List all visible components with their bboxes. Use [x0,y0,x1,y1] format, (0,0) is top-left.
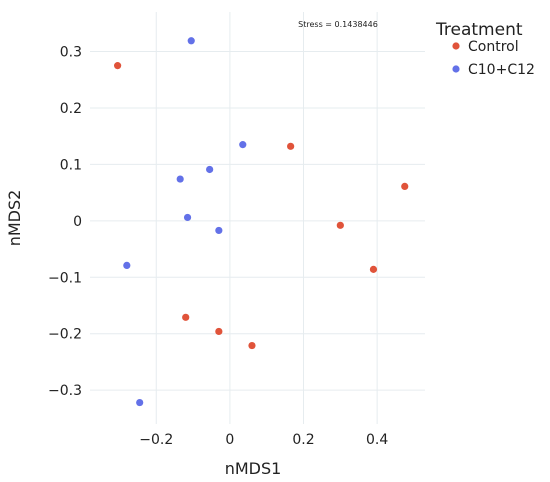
legend: Treatment Control C10+C12 [435,20,535,78]
data-point-control [336,221,344,229]
legend-title: Treatment [435,20,523,40]
legend-marker [452,65,460,73]
y-tick-label: 0 [73,214,82,230]
data-point-c10-c12 [206,165,214,174]
stress-annotation: Stress = 0.1438446 [298,20,378,29]
data-point-c10-c12 [176,175,184,183]
data-point-control [369,265,378,273]
legend-label: Control [468,39,519,55]
data-point-control [287,142,295,150]
data-point-c10-c12 [187,37,195,45]
y-tick-label: −0.1 [48,270,82,286]
y-tick-label: −0.2 [48,327,82,343]
data-point-control [248,341,256,350]
data-point-control [182,313,190,321]
y-tick-label: 0.1 [60,157,82,173]
grid [90,12,425,424]
legend-marker [452,42,460,50]
data-points [114,37,409,407]
y-tick-label: −0.3 [48,383,82,399]
x-axis-ticks: −0.2 0 0.2 0.4 [139,432,388,448]
data-point-c10-c12 [136,398,144,407]
data-point-c10-c12 [239,141,247,149]
y-tick-label: 0.3 [60,45,82,61]
data-point-c10-c12 [123,261,131,270]
y-tick-label: 0.2 [60,101,82,117]
x-tick-label: −0.2 [139,432,173,448]
data-point-control [114,62,122,70]
y-axis-ticks: −0.3 −0.2 −0.1 0 0.1 0.2 0.3 [48,45,82,400]
data-point-control [401,182,409,190]
data-point-c10-c12 [183,213,192,222]
y-axis-title: nMDS2 [5,190,24,247]
data-point-c10-c12 [215,226,223,235]
x-tick-label: 0 [225,432,234,448]
x-axis-title: nMDS1 [225,459,282,478]
x-tick-label: 0.4 [366,432,388,448]
legend-items: Control C10+C12 [452,39,535,78]
data-point-control [215,327,223,336]
legend-label: C10+C12 [468,62,535,78]
x-tick-label: 0.2 [292,432,314,448]
